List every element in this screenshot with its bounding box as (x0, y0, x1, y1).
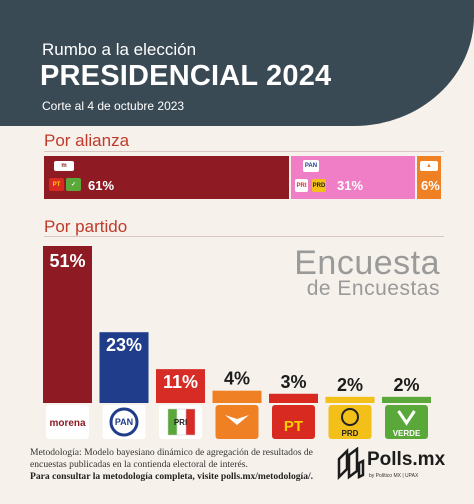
party-value-label-pan: 23% (106, 335, 142, 355)
alliance-logo-prd-icon: PRD (312, 179, 326, 192)
party-value-label-mc: 4% (224, 369, 250, 389)
brand-name: Polls.mx (367, 449, 446, 470)
alliance-value-label-1: 31% (337, 178, 364, 193)
alliance-divider (44, 151, 444, 152)
alliance-logo-pt-icon: PT (49, 178, 64, 191)
header-subtitle: Rumbo a la elección (42, 40, 197, 59)
watermark-line1: Encuesta (294, 244, 440, 282)
alliance-logo-morena-icon: m (54, 161, 74, 171)
party-value-label-verde: 2% (393, 375, 419, 395)
party-logo-prd-icon (328, 405, 372, 439)
pri-stripe-icon (185, 408, 196, 436)
party-section-title: Por partido (44, 217, 128, 236)
party-value-label-pri: 11% (163, 372, 198, 392)
party-logo-text-prd: PRD (342, 429, 359, 438)
alliance-section-title: Por alianza (44, 131, 130, 150)
alliance-logo-verde-icon: ✓ (66, 178, 81, 191)
party-bar-mc (212, 390, 262, 403)
party-value-label-pt: 3% (280, 372, 306, 392)
pan-emblem-icon (109, 407, 139, 437)
party-value-label-morena: 51% (49, 251, 85, 271)
alliance-stacked-bar: 61% m PT ✓ 31% PAN PRI PRD 6% ▲ (44, 156, 441, 199)
party-logo-morena-icon (46, 405, 89, 439)
polls-logo-icon (337, 446, 365, 481)
watermark-line2: de Encuestas (306, 277, 440, 300)
party-bar-pan (99, 332, 149, 403)
methodology-text: Metodología: Modelo bayesiano dinámico d… (30, 447, 313, 470)
alliance-segment-0 (44, 156, 289, 199)
prd-sun-icon (341, 408, 359, 426)
alliance-logo-mc-icon: ▲ (420, 161, 438, 171)
methodology-link[interactable]: Para consultar la metodología completa, … (30, 471, 314, 482)
party-logo-text-pan: PAN (115, 417, 133, 427)
party-bar-pt (269, 393, 318, 403)
party-bar-pri (156, 369, 205, 403)
header-title: PRESIDENCIAL 2024 (40, 60, 332, 92)
alliance-value-label-0: 61% (88, 178, 115, 193)
brand-subtitle: by Político MX | UPAX (369, 473, 419, 479)
alliance-logo-pan-icon: PAN (303, 160, 319, 172)
mc-eagle-icon (225, 415, 249, 425)
header-cutoff-date: Corte al 4 de octubre 2023 (42, 99, 185, 113)
party-bar-chart: 51% morena 23% PAN 11% PRI 4% 3% PT 2% PRD 2% VERDE (43, 246, 431, 439)
party-logo-text-morena: morena (49, 418, 86, 429)
verde-toucan-icon (397, 410, 416, 426)
party-logo-text-pt: PT (284, 418, 303, 435)
party-divider (44, 236, 444, 237)
alliance-value-label-2: 6% (421, 178, 440, 193)
header-banner: Rumbo a la elección PRESIDENCIAL 2024 Co… (0, 0, 474, 126)
party-logo-pt-icon (272, 405, 315, 439)
party-value-label-prd: 2% (337, 375, 363, 395)
alliance-logo-pri-icon: PRI (295, 179, 308, 192)
party-logo-text-verde: VERDE (393, 429, 421, 438)
party-bar-verde (382, 396, 431, 403)
party-bar-morena (43, 246, 92, 403)
party-logo-text-pri: PRI (174, 418, 187, 427)
brand-logo: Polls.mx by Político MX | UPAX (337, 446, 447, 487)
party-bar-prd (325, 396, 375, 403)
